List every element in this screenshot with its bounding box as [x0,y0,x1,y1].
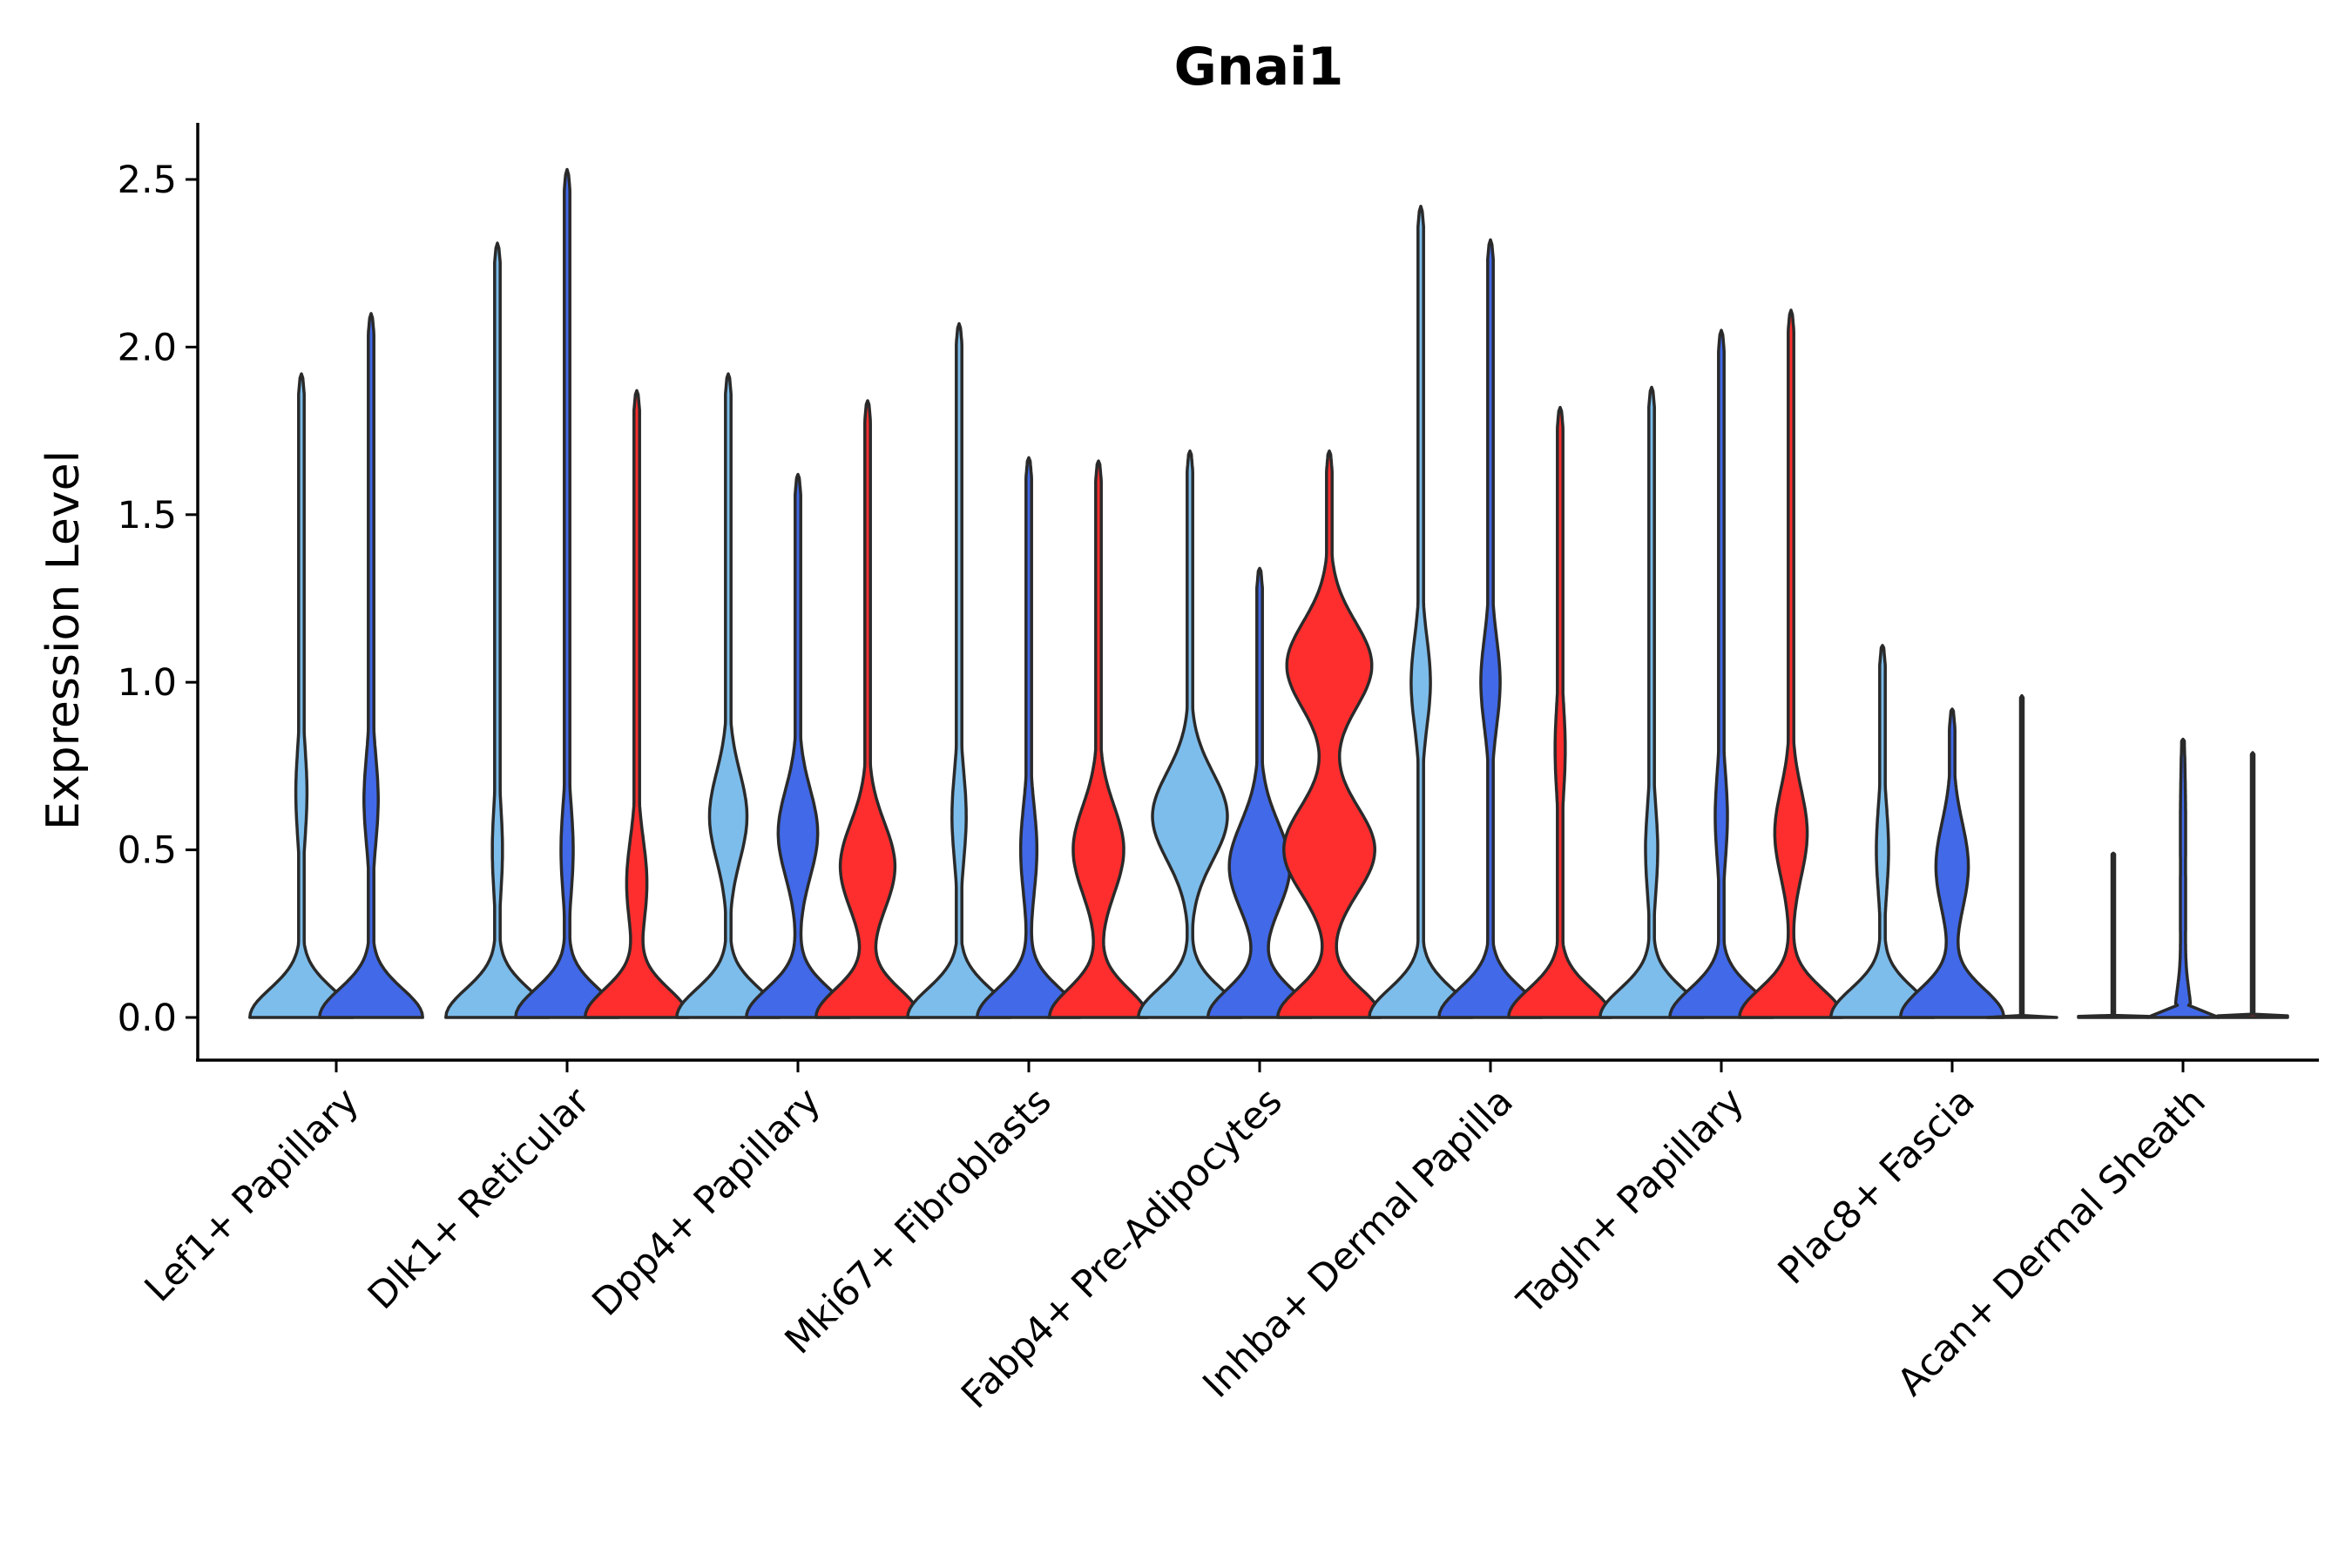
y-tick-label: 2.5 [118,159,177,202]
chart-title: Gnai1 [1174,37,1344,98]
x-tick-label: Mki67+ Fibroblasts [777,1079,1060,1362]
violin-plac8-fascia-s1 [1829,644,1936,1019]
violin-mki67-fibroblasts-s1 [906,321,1012,1019]
x-tick-label: Tagln+ Papillary [1509,1079,1753,1323]
violin-dlk1-reticular-s1 [444,241,551,1019]
violin-lef1-papillary-s1 [248,372,355,1019]
violin-lef1-papillary-s2 [318,312,424,1019]
y-tick-label: 1.5 [118,494,177,537]
violin-fabp4-pre-adipocytes-s3 [1276,449,1382,1019]
violin-mki67-fibroblasts-s3 [1046,459,1150,1019]
x-tick-label: Dlk1+ Reticular [360,1079,598,1318]
y-tick-label: 1.0 [118,661,177,705]
violin-inhba-dermal-papilla-s3 [1507,405,1613,1019]
violin-dpp4-papillary-s1 [675,372,781,1019]
violin-plac8-fascia-s3 [1985,693,2058,1019]
x-tick-label: Plac8+ Fascia [1770,1079,1984,1293]
violin-tagln-papillary-s3 [1738,308,1844,1019]
violin-dlk1-reticular-s3 [583,389,691,1019]
violin-tagln-papillary-s1 [1598,385,1705,1019]
violin-inhba-dermal-papilla-s2 [1437,238,1544,1019]
violin-inhba-dermal-papilla-s1 [1368,205,1474,1019]
violin-tagln-papillary-s2 [1668,328,1774,1019]
violin-dpp4-papillary-s2 [745,472,851,1019]
x-tick-label: Dpp4+ Papillary [585,1079,829,1324]
violin-fabp4-pre-adipocytes-s1 [1137,449,1243,1019]
violin-dpp4-papillary-s3 [814,399,922,1019]
y-tick-label: 0.0 [118,997,177,1040]
y-tick-label: 0.5 [118,829,177,873]
violin-acan-dermal-sheath-s2 [2146,737,2220,1019]
violin-plac8-fascia-s2 [1899,707,2005,1019]
violin-dlk1-reticular-s2 [514,167,620,1019]
violin-group [248,167,2289,1019]
y-tick-group: 0.0 0.5 1.0 1.5 2.0 2.5 [118,159,198,1040]
violin-acan-dermal-sheath-s3 [2216,751,2289,1019]
violin-acan-dermal-sheath-s1 [2077,851,2150,1019]
y-tick-label: 2.0 [118,326,177,369]
y-axis-label: Expression Level [37,450,90,830]
violin-mki67-fibroblasts-s2 [976,456,1082,1019]
x-tick-label: Lef1+ Papillary [137,1079,368,1310]
